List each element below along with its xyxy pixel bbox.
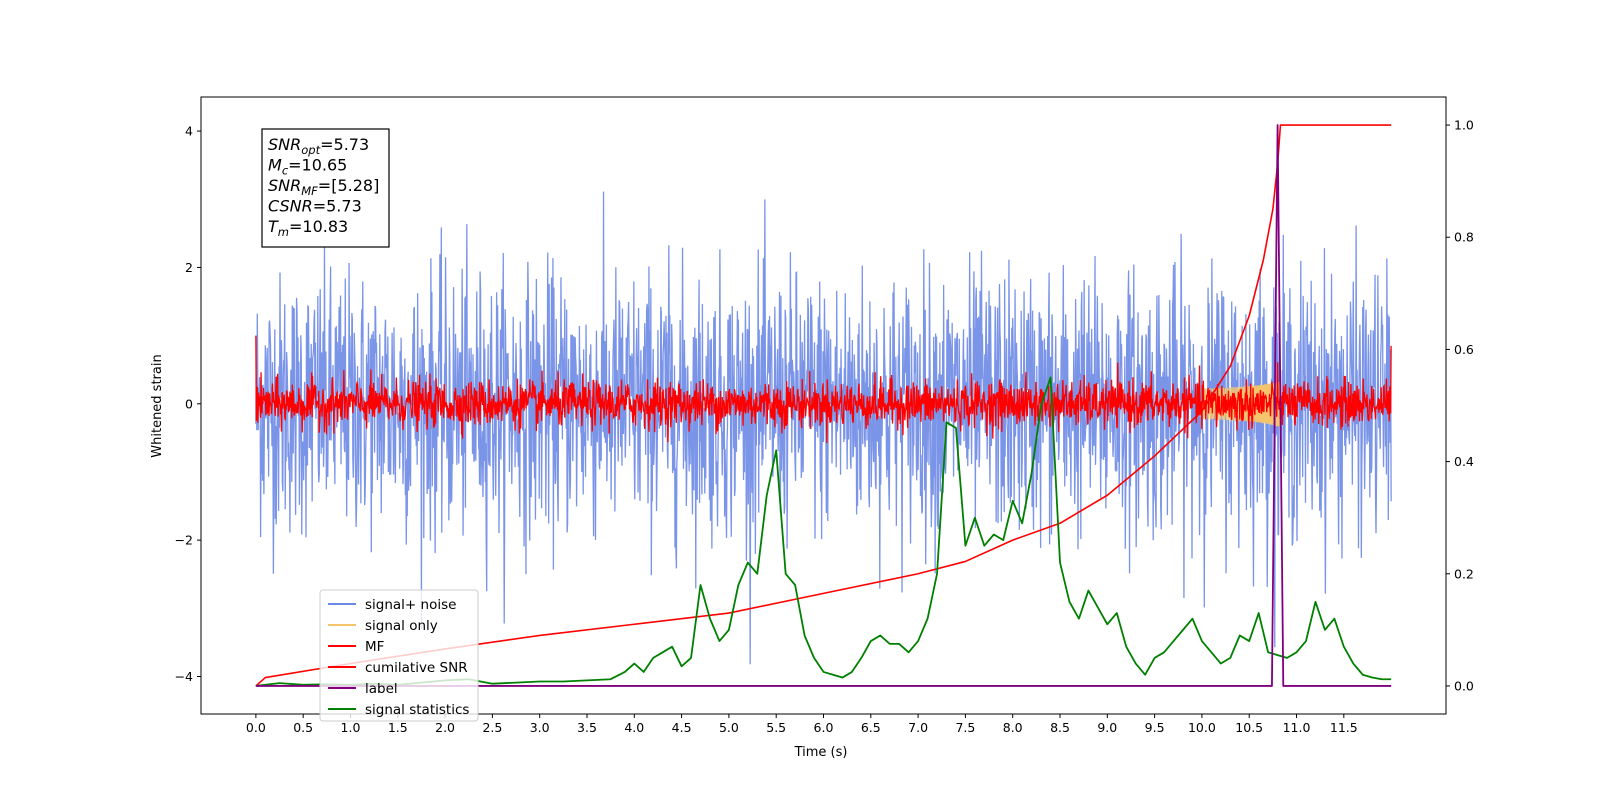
x-tick-label: 7.5 [955, 720, 975, 735]
series-mf [255, 335, 1392, 443]
legend-label: cumilative SNR [365, 660, 468, 676]
x-tick-label: 0.5 [293, 720, 313, 735]
legend-frame [319, 589, 479, 722]
x-tick-label: 6.5 [861, 720, 881, 735]
x-tick-label: 5.5 [766, 720, 786, 735]
x-tick-label: 6.0 [814, 720, 834, 735]
annotation-line: SNRopt=5.73 [268, 135, 369, 157]
x-tick-label: 1.5 [388, 720, 408, 735]
annotation-line: Tm=10.83 [268, 217, 348, 239]
annotation-line: SNRMF=[5.28] [268, 176, 379, 198]
x-tick-label: 0.0 [246, 720, 266, 735]
annotation-box: SNRopt=5.73Mc=10.65SNRMF=[5.28]CSNR=5.73… [261, 128, 390, 248]
y-tick-label: 2 [185, 260, 193, 275]
annotation-line: CSNR=5.73 [268, 197, 362, 216]
annotation-line: Mc=10.65 [268, 156, 347, 178]
x-tick-label: 11.0 [1283, 720, 1311, 735]
series-signal-statistics [255, 376, 1392, 687]
series-signal-noise [255, 191, 1392, 665]
series-label [255, 124, 1392, 687]
y-tick-label: −2 [175, 533, 193, 548]
legend-label: label [365, 681, 398, 697]
x-tick-label: 9.0 [1097, 720, 1117, 735]
x-tick-label: 10.0 [1188, 720, 1216, 735]
y-tick-label: 0 [185, 396, 193, 411]
y2-tick-label: 0.4 [1454, 454, 1474, 469]
x-tick-label: 5.0 [719, 720, 739, 735]
y2-tick-label: 0.0 [1454, 678, 1474, 693]
legend-label: signal+ noise [365, 597, 456, 613]
y2-tick-label: 1.0 [1454, 118, 1474, 133]
x-tick-label: 4.0 [624, 720, 644, 735]
x-tick-label: 7.0 [908, 720, 928, 735]
x-tick-label: 3.0 [530, 720, 550, 735]
x-tick-label: 4.5 [672, 720, 692, 735]
y-axis-right: 1.0 0.8 0.6 0.4 0.2 0.0 [1446, 118, 1474, 693]
x-axis-label: Time (s) [794, 745, 848, 760]
x-tick-label: 2.5 [482, 720, 502, 735]
legend-label: signal statistics [365, 702, 469, 718]
y2-tick-label: 0.2 [1454, 566, 1474, 581]
x-tick-label: 8.5 [1050, 720, 1070, 735]
legend-label: signal only [365, 618, 438, 634]
legend-label: MF [365, 639, 384, 655]
x-tick-label: 10.5 [1235, 720, 1263, 735]
y2-tick-label: 0.8 [1454, 230, 1474, 245]
y-tick-label: −4 [175, 669, 193, 684]
x-tick-label: 1.0 [341, 720, 361, 735]
y-tick-label: 4 [185, 124, 193, 139]
x-axis: 0.0 0.5 1.0 1.5 2.0 2.5 3.0 3.5 4.0 4.5 5.0 5.5 6.0 6… [246, 714, 1358, 735]
legend: signal+ noise signal only MF cumilative SNR… [319, 589, 479, 722]
x-tick-label: 3.5 [577, 720, 597, 735]
x-tick-label: 2.0 [435, 720, 455, 735]
series-layer [255, 124, 1392, 687]
x-tick-label: 11.5 [1330, 720, 1358, 735]
x-tick-label: 9.5 [1145, 720, 1165, 735]
x-tick-label: 8.0 [1003, 720, 1023, 735]
y2-tick-label: 0.6 [1454, 342, 1474, 357]
y-axis-left: 4 2 0 −2 −4 [175, 124, 201, 684]
y-axis-label: Whitened strain [150, 354, 165, 457]
annotation-frame [261, 128, 390, 248]
